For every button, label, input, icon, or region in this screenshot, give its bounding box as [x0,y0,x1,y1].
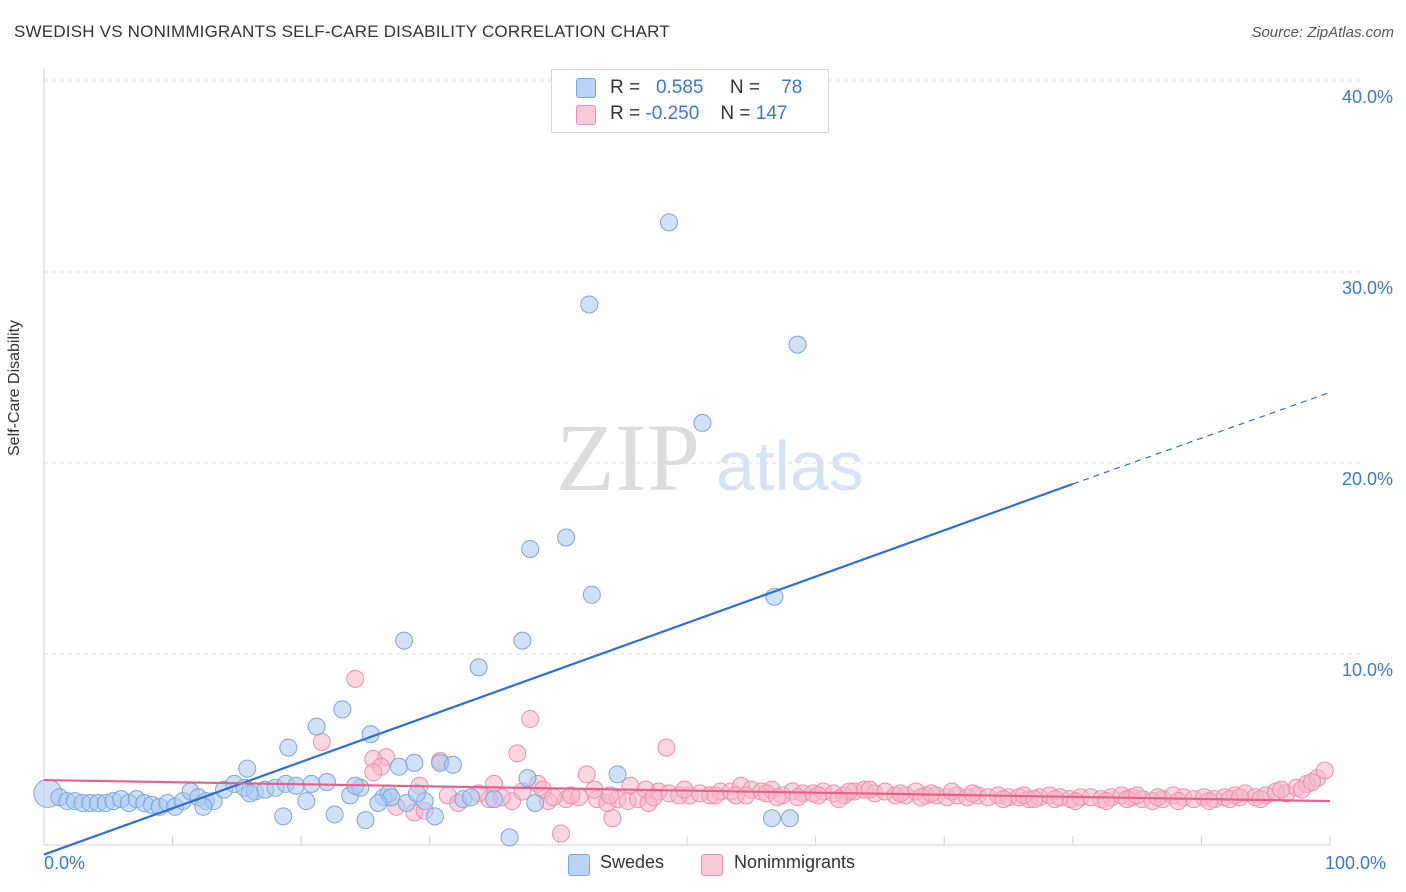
nonimmigrants-point [644,788,663,807]
nonimmigrants-point [521,709,540,728]
nonimmigrants-point [994,790,1013,809]
swedes-point [513,631,532,650]
swedes-points [33,213,807,847]
nonimmigrants-point [706,786,725,805]
swedes-point [407,784,426,803]
nonimmigrants-point [603,809,622,828]
swedes-point [307,717,326,736]
bottom-legend-swedes: Swedes [600,852,665,872]
y-tick-label-20: 20.0% [1341,469,1393,489]
swedes-point [521,539,540,558]
swedes-point [485,790,504,809]
swedes-point [395,631,414,650]
nonimmigrants-point [737,786,756,805]
swedes-point [762,809,781,828]
nonimmigrants-point [577,765,596,784]
nonimmigrants-point [1200,792,1219,811]
nonimmigrants-point [1230,788,1249,807]
source-label: Source: ZipAtlas.com [1251,24,1394,41]
swedes-point [788,335,807,354]
swedes-point [500,828,519,847]
swedes-point [369,793,388,812]
swedes-point [279,738,298,757]
nonimmigrants-point [1045,790,1064,809]
swedes-point [557,528,576,547]
bottom-legend-swatch-nonimmigrants [701,854,723,876]
nonimmigrants-point [809,786,828,805]
nonimmigrants-point [1025,790,1044,809]
bottom-legend-nonimmigrants: Nonimmigrants [734,852,856,872]
nonimmigrants-point [1097,792,1116,811]
swedes-point [240,784,259,803]
nonimmigrants-point [1272,780,1291,799]
swedes-point [518,769,537,788]
swedes-point [461,788,480,807]
nonimmigrants-point [1128,786,1147,805]
watermark-zip: ZIP [556,404,700,511]
nonimmigrants-point [600,786,619,805]
swedes-point [274,807,293,826]
nonimmigrants-point [346,669,365,688]
swedes-point [405,753,424,772]
nonimmigrants-point [364,763,383,782]
nonimmigrants-point [657,738,676,757]
swedes-point [780,809,799,828]
gridlines [44,78,1365,655]
nonimmigrants-point [1169,792,1188,811]
swedes-trend-line [43,482,1074,856]
swedes-point [333,700,352,719]
legend-swatch-nonimmigrants [576,105,596,125]
nonimmigrants-point [544,788,563,807]
swedes-point [526,793,545,812]
axes [43,68,1331,846]
swedes-point [325,805,344,824]
legend-row-nonimmigrants: R = -0.250 N = 147 [610,103,788,124]
nonimmigrants-point [942,782,961,801]
swedes-point [238,759,257,778]
y-tick-label-30: 30.0% [1341,278,1393,298]
nonimmigrants-point [1302,772,1321,791]
nonimmigrants-point [562,786,581,805]
nonimmigrants-point [1315,761,1334,780]
swedes-point [582,585,601,604]
swedes-point [443,755,462,774]
legend-row-swedes: R = 0.585 N = 78 [610,77,803,98]
nonimmigrants-point [551,824,570,843]
nonimmigrants-point [860,780,879,799]
nonimmigrants-point [508,744,527,763]
nonimmigrants-point [312,732,331,751]
swedes-point [194,797,213,816]
swedes-point [608,765,627,784]
swedes-point [389,757,408,776]
swedes-point [469,658,488,677]
x-tick-label-0: 0.0% [44,853,86,873]
nonimmigrants-points [312,669,1334,843]
watermark-atlas: atlas [716,427,864,505]
y-tick-label-10: 10.0% [1341,660,1393,680]
swedes-point [425,807,444,826]
chart-title: SWEDISH VS NONIMMIGRANTS SELF-CARE DISAB… [14,22,670,41]
swedes-point [693,413,712,432]
nonimmigrants-point [963,784,982,803]
swedes-point [297,792,316,811]
swedes-point [287,776,306,795]
trend-lines [43,391,1331,856]
stats-legend: R = 0.585 N = 78 R = -0.250 N = 147 [551,69,829,133]
swedes-point [659,213,678,232]
nonimmigrants-trend-line [43,778,1331,803]
swedes-point [356,811,375,830]
swedes-point [580,295,599,314]
bottom-legend-swatch-swedes [568,854,590,876]
y-tick-label-40: 40.0% [1341,87,1393,107]
swedes-point [317,772,336,791]
swedes-trend-extension [1072,391,1331,485]
legend-swatch-swedes [576,78,596,98]
nonimmigrants-point [1066,792,1085,811]
x-tick-label-100: 100.0% [1325,853,1387,873]
nonimmigrants-point [829,790,848,809]
